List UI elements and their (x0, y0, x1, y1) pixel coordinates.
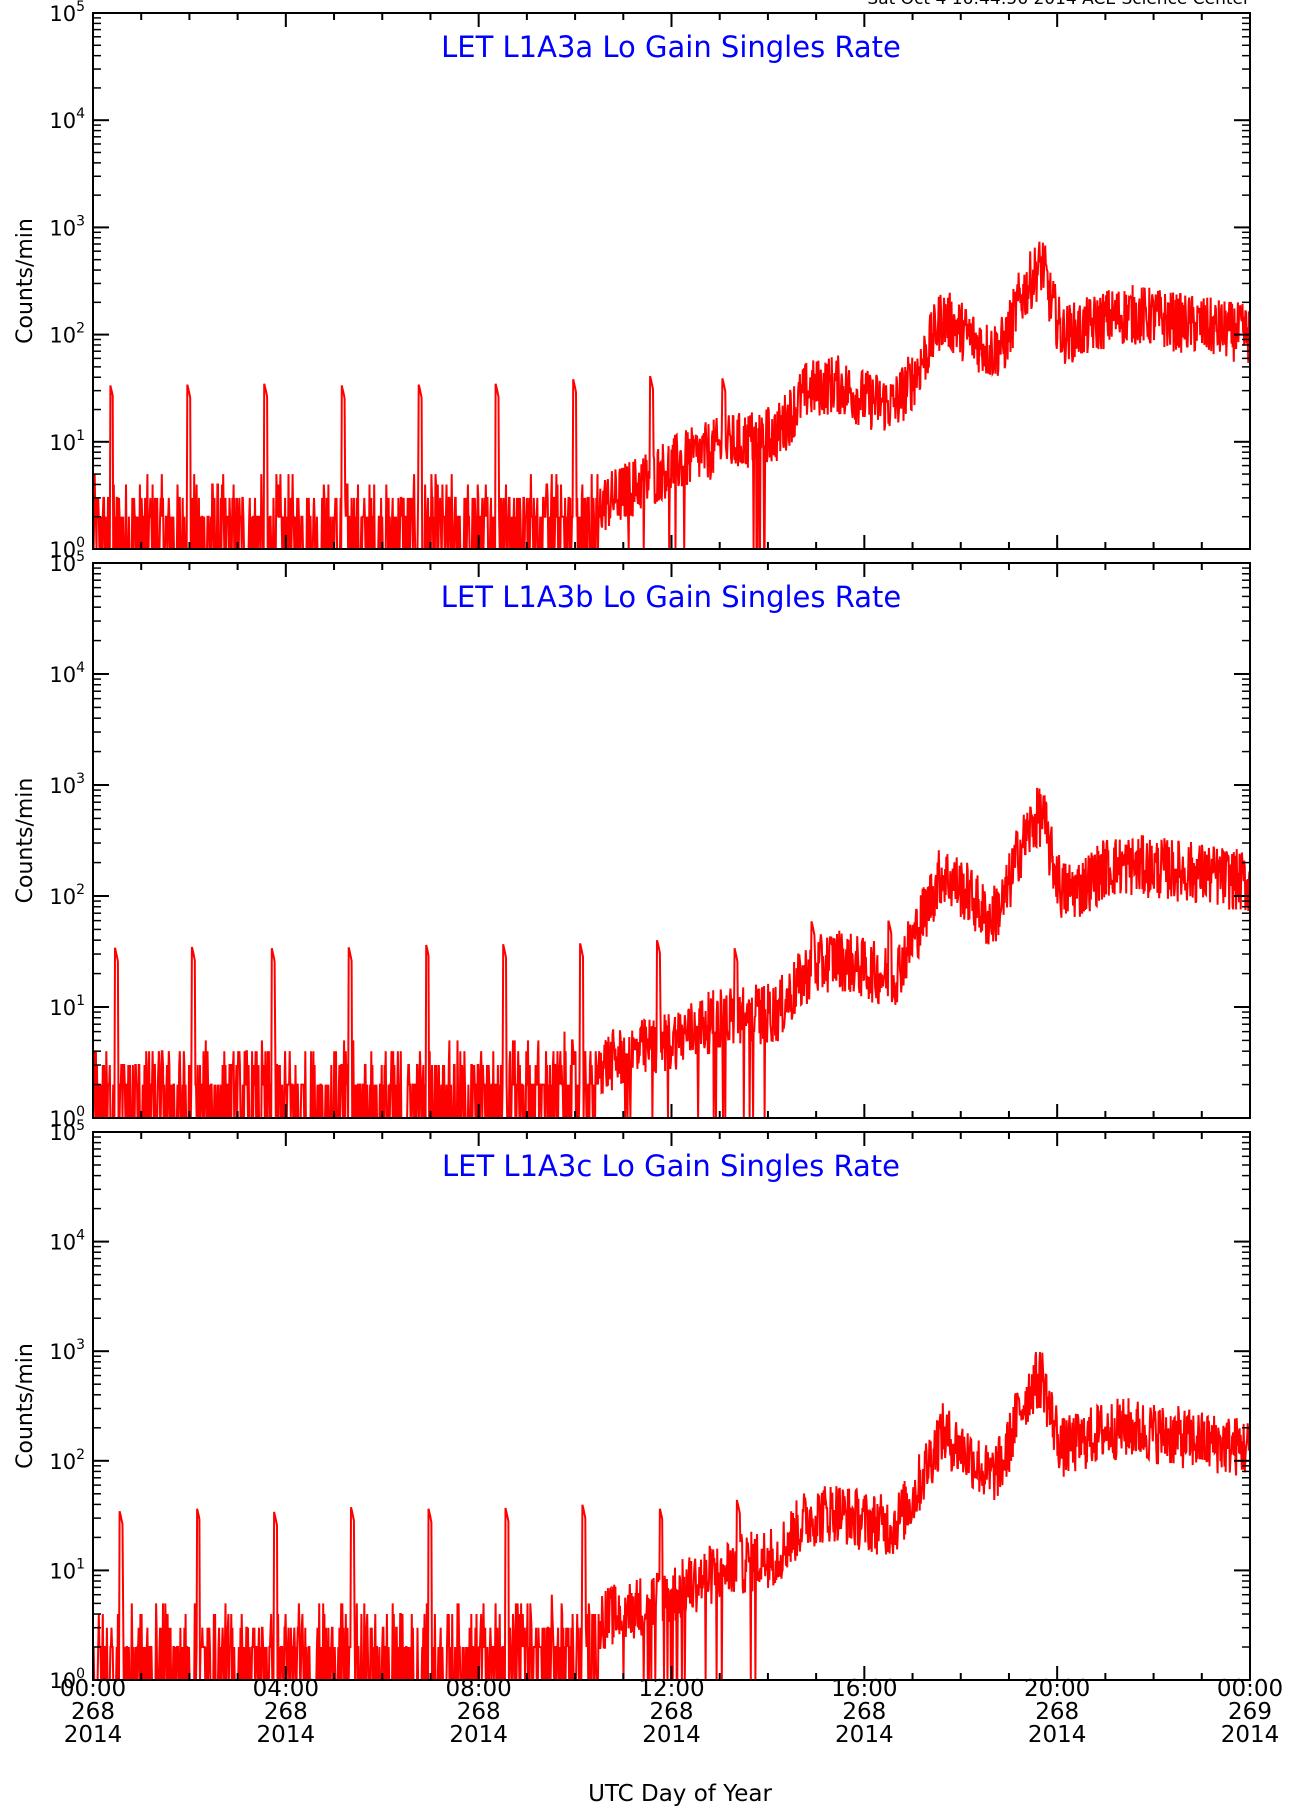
series-line-1 (93, 241, 1250, 549)
x-axis: 00:00268201404:00268201408:00268201412:0… (60, 1676, 1283, 1748)
y-tick-label: 100 (49, 1666, 85, 1693)
x-tick-label-year: 2014 (257, 1722, 316, 1748)
timestamp-credit: Sat Oct 4 16:44:56 2014 ACE Science Cent… (867, 0, 1250, 9)
x-tick-label-doy: 268 (457, 1699, 501, 1725)
panels: 100 101 102 103 104 105 LET L1A3a Lo Gain Sing… (13, 0, 1251, 1693)
chart-title: LET L1A3a Lo Gain Singles Rate (441, 30, 901, 64)
x-tick-label-time: 08:00 (446, 1676, 512, 1702)
y-tick-label: 100 (49, 1104, 85, 1131)
y-tick-label: 104 (49, 1228, 85, 1255)
y-tick-label: 100 (49, 535, 85, 562)
y-tick-label: 101 (49, 428, 85, 455)
x-tick-label-doy: 268 (71, 1699, 115, 1725)
y-tick-label: 105 (49, 549, 85, 576)
x-tick-label-time: 12:00 (638, 1676, 704, 1702)
y-tick-label: 103 (49, 1337, 85, 1364)
x-tick-label-time: 04:00 (253, 1676, 319, 1702)
y-tick-label: 105 (49, 0, 85, 26)
x-tick-label-time: 16:00 (831, 1676, 897, 1702)
y-tick-label: 105 (49, 1118, 85, 1145)
x-tick-label-doy: 268 (650, 1699, 694, 1725)
x-tick-label-time: 00:00 (60, 1676, 126, 1702)
y-tick-label: 103 (49, 771, 85, 798)
y-tick-label: 103 (49, 213, 85, 240)
x-tick-label-doy: 268 (1035, 1699, 1079, 1725)
x-tick-label-doy: 269 (1228, 1699, 1272, 1725)
series-line-2 (93, 787, 1250, 1118)
panel-2: 100 101 102 103 104 105 LET L1A3b Lo Gain Sing… (13, 549, 1251, 1131)
y-tick-label: 102 (49, 321, 85, 348)
panel-3: 100 101 102 103 104 105 LET L1A3c Lo Gain Sing… (13, 1118, 1251, 1693)
y-tick-label: 102 (49, 1447, 85, 1474)
y-tick-label: 101 (49, 1556, 85, 1583)
series-line-3 (93, 1351, 1250, 1680)
y-tick-label: 102 (49, 882, 85, 909)
plot-frame (92, 562, 1251, 1119)
x-tick-label-year: 2014 (642, 1722, 701, 1748)
x-tick-label-year: 2014 (449, 1722, 508, 1748)
x-tick-label-doy: 268 (264, 1699, 308, 1725)
y-tick-label: 104 (49, 660, 85, 687)
y-tick-label: 104 (49, 106, 85, 133)
x-tick-label-doy: 268 (842, 1699, 886, 1725)
chart-title: LET L1A3b Lo Gain Singles Rate (441, 580, 901, 614)
y-axis-label: Counts/min (13, 218, 38, 344)
x-tick-label-time: 00:00 (1217, 1676, 1283, 1702)
y-axis-label: Counts/min (13, 1343, 38, 1469)
x-tick-label-year: 2014 (64, 1722, 123, 1748)
x-tick-label-year: 2014 (835, 1722, 894, 1748)
panel-1: 100 101 102 103 104 105 LET L1A3a Lo Gain Sing… (13, 0, 1251, 562)
x-tick-label-time: 20:00 (1024, 1676, 1090, 1702)
y-axis-label: Counts/min (13, 778, 38, 904)
y-tick-label: 101 (49, 993, 85, 1020)
chart-title: LET L1A3c Lo Gain Singles Rate (442, 1149, 900, 1183)
x-tick-label-year: 2014 (1221, 1722, 1280, 1748)
x-axis-label: UTC Day of Year (588, 1781, 772, 1807)
x-tick-label-year: 2014 (1028, 1722, 1087, 1748)
